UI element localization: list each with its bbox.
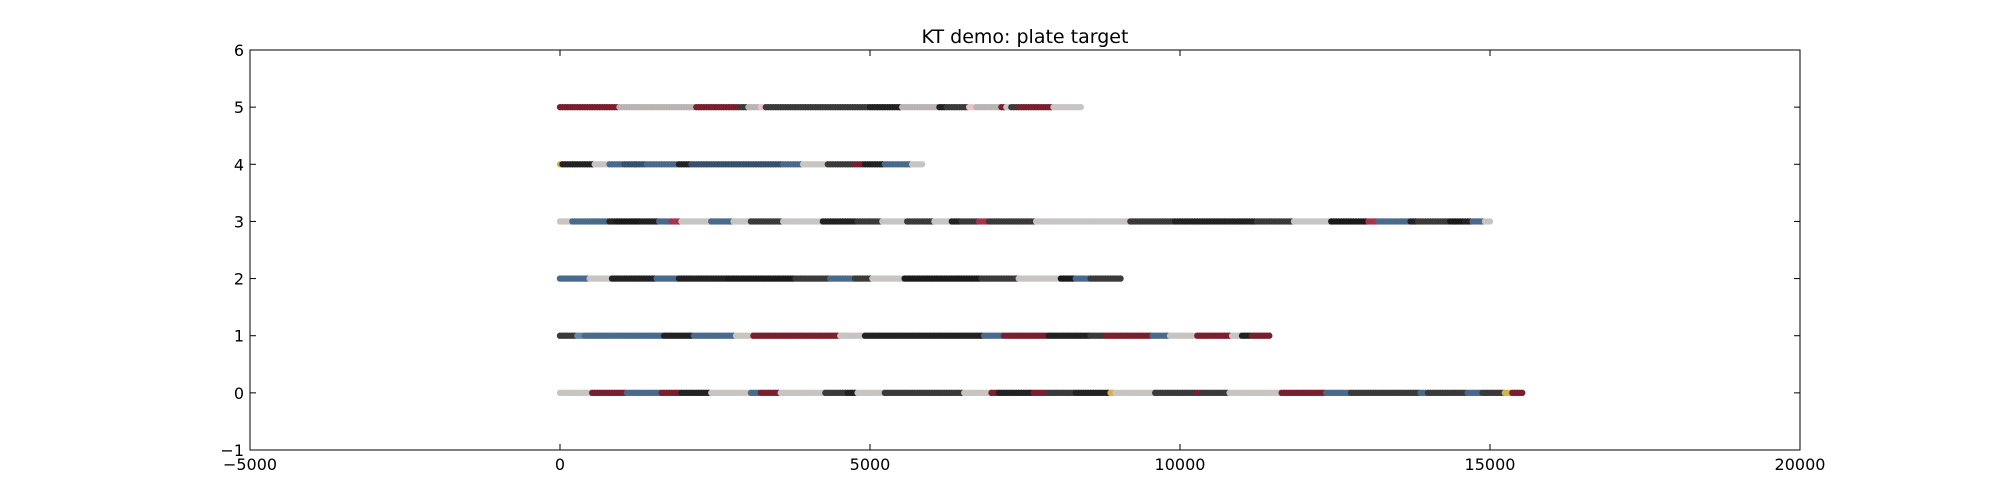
y-tick-label: 4 (234, 155, 244, 174)
ticks-layer: −5000 0 5000 10000 15000 20000 −1 0 1 2 3 4 5 6 (220, 41, 1825, 474)
series-y1 (556, 332, 1273, 339)
x-tick-label: −5000 (223, 455, 277, 474)
y-tick-label: 6 (234, 41, 244, 60)
plot-area-frame (249, 49, 1801, 451)
series-y2 (556, 275, 1124, 282)
y-tick-label: 1 (234, 327, 244, 346)
y-tick-label: 2 (234, 270, 244, 289)
data-point (918, 161, 926, 168)
x-tick-label: 10000 (1155, 455, 1206, 474)
data-point (1486, 218, 1494, 225)
y-tick-label: 3 (234, 212, 244, 231)
x-tick-label: 0 (555, 455, 565, 474)
points-layer (556, 103, 1526, 397)
series-y3 (556, 218, 1494, 225)
x-tick-label: 20000 (1775, 455, 1826, 474)
data-point (1077, 103, 1085, 111)
series-y0 (556, 389, 1526, 397)
x-tick-label: 15000 (1465, 455, 1516, 474)
data-point (1266, 332, 1273, 339)
chart-title: KT demo: plate target (922, 26, 1129, 48)
x-tick-label: 5000 (850, 455, 891, 474)
y-tick-label: −1 (220, 441, 244, 460)
series-y4 (556, 161, 926, 168)
data-point (1117, 275, 1124, 282)
data-point (1519, 389, 1526, 397)
series-y5 (556, 103, 1085, 111)
y-tick-label: 0 (234, 384, 244, 403)
y-tick-label: 5 (234, 98, 244, 117)
